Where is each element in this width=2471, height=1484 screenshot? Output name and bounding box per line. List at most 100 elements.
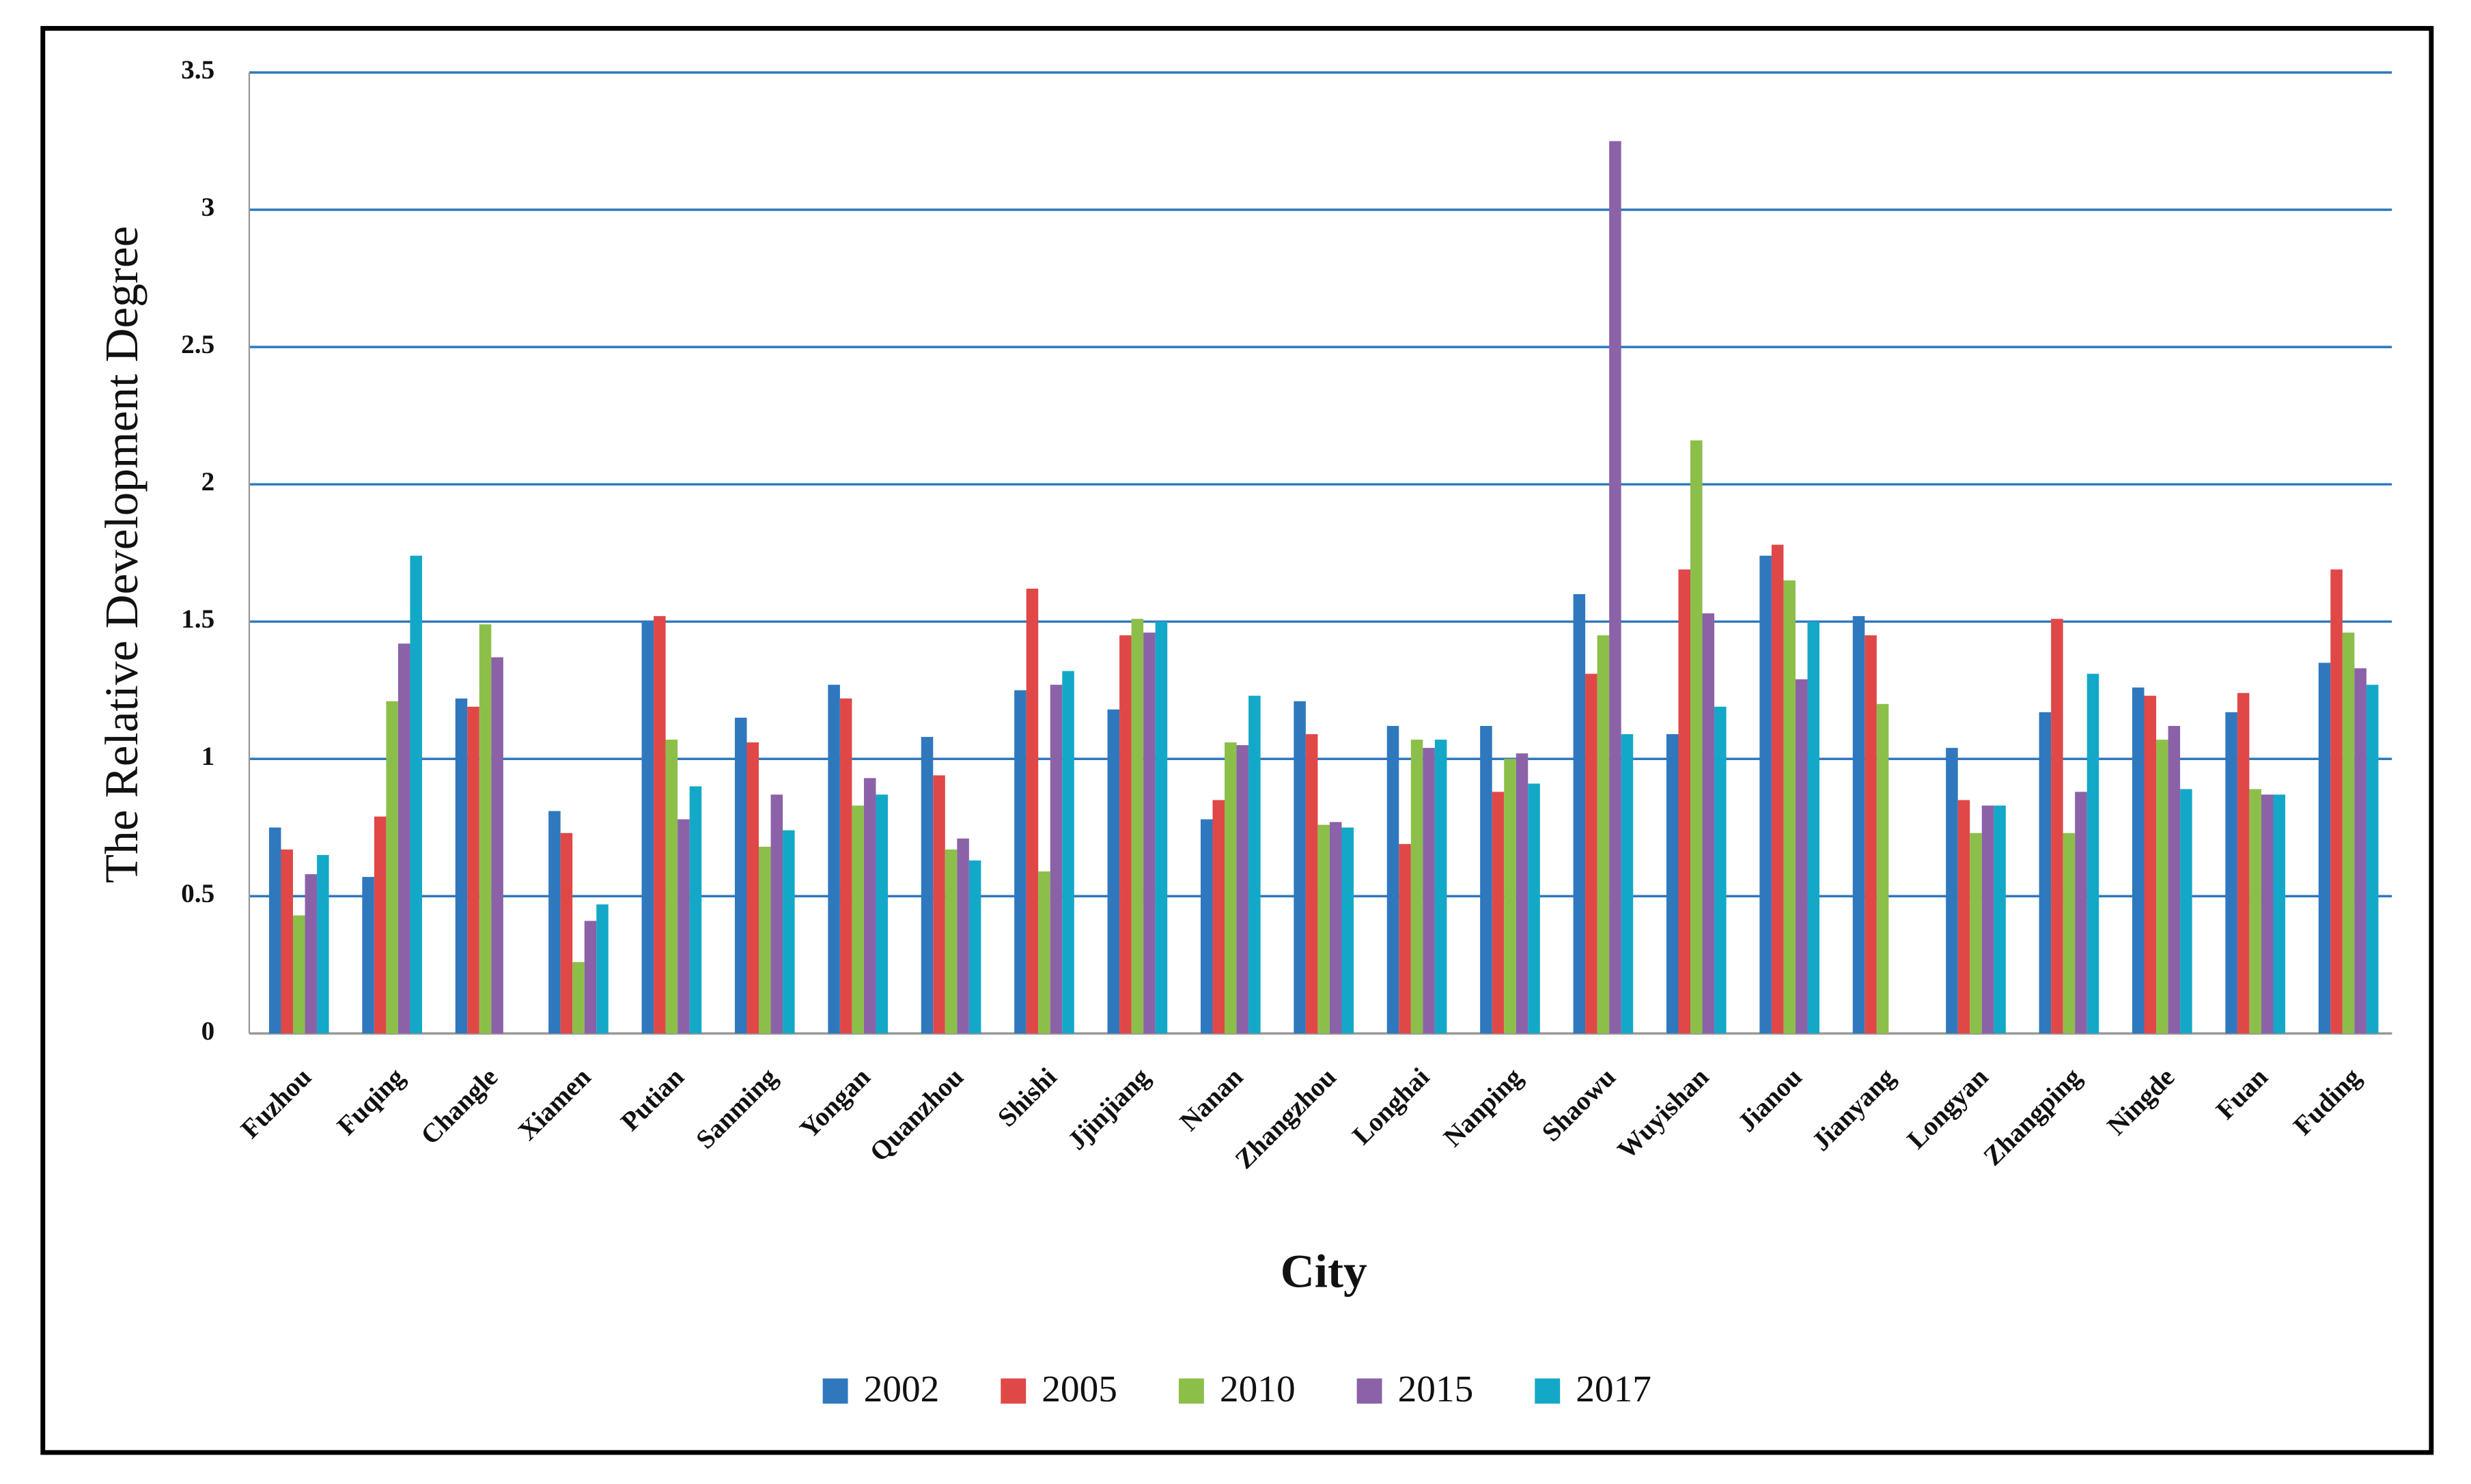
bar [2168, 725, 2181, 1034]
bar [1399, 843, 1411, 1034]
bar [2237, 692, 2250, 1034]
bar [678, 819, 690, 1034]
bar [1386, 725, 1399, 1034]
bar [1200, 819, 1213, 1034]
bar [2366, 684, 2379, 1034]
bar [2086, 673, 2099, 1034]
bar [560, 832, 573, 1034]
bar [1062, 671, 1074, 1034]
bar [2342, 632, 2355, 1034]
bar [734, 717, 747, 1034]
bar [1981, 805, 1994, 1034]
bar [1528, 783, 1540, 1034]
bar [1143, 632, 1156, 1034]
legend-swatch [1535, 1378, 1561, 1404]
bar [1759, 555, 1772, 1034]
bar [2318, 662, 2331, 1034]
bar [828, 684, 840, 1034]
bar [2051, 619, 2063, 1034]
bar [467, 706, 479, 1034]
bar [1026, 588, 1039, 1034]
bar [2249, 789, 2261, 1034]
bar [1492, 792, 1505, 1034]
bar [292, 915, 305, 1034]
frame [40, 26, 2434, 1455]
bar [1876, 703, 1889, 1034]
bar [2273, 794, 2286, 1034]
bar [876, 794, 889, 1034]
bar [2063, 832, 2076, 1034]
bar [1609, 141, 1621, 1034]
legend-swatch [1356, 1378, 1382, 1404]
bar [1423, 748, 1435, 1034]
bar [1410, 740, 1423, 1034]
y-tick-label: 2.5 [181, 330, 214, 359]
bar [1014, 690, 1027, 1034]
legend-label: 2005 [1042, 1368, 1117, 1410]
bar [770, 794, 783, 1034]
bar [1666, 734, 1679, 1034]
bar [863, 778, 876, 1034]
y-axis-title: The Relative Development Degree [95, 226, 148, 883]
bar [1621, 734, 1634, 1034]
bar [1516, 753, 1528, 1034]
bar [1329, 822, 1342, 1034]
bar [491, 657, 503, 1034]
bar [746, 742, 759, 1034]
bar [1504, 759, 1516, 1034]
bar [1248, 695, 1261, 1034]
bar [2132, 687, 2145, 1034]
bar [374, 816, 387, 1034]
bar [1155, 621, 1168, 1034]
y-tick-label: 0.5 [181, 879, 214, 908]
bar [1795, 679, 1808, 1034]
bar [1771, 544, 1784, 1034]
y-tick-label: 1 [201, 742, 215, 771]
bar [1585, 673, 1597, 1034]
bar [596, 904, 609, 1034]
legend-swatch [1001, 1378, 1027, 1404]
bar [689, 786, 702, 1034]
legend-swatch [822, 1378, 848, 1404]
legend-label: 2002 [864, 1368, 940, 1410]
bar [2180, 789, 2192, 1034]
bar [1946, 748, 1958, 1034]
bar [641, 621, 654, 1034]
bar [1434, 740, 1447, 1034]
bar [839, 698, 852, 1034]
bar [305, 874, 318, 1034]
bar [1807, 621, 1820, 1034]
bar [968, 860, 981, 1034]
x-axis-title: City [1281, 1244, 1367, 1297]
bar [1702, 613, 1715, 1034]
bar [1783, 580, 1796, 1034]
bar [410, 555, 422, 1034]
bar [548, 811, 561, 1034]
bar [362, 877, 374, 1034]
legend-label: 2015 [1398, 1368, 1474, 1410]
bar [1107, 709, 1120, 1034]
bar [1714, 706, 1727, 1034]
bar [1852, 616, 1865, 1034]
bar [1597, 635, 1610, 1034]
bar [921, 737, 934, 1034]
bar [1957, 800, 1970, 1034]
bar [1573, 593, 1586, 1034]
bar [1690, 440, 1703, 1034]
bar [945, 849, 958, 1034]
bar [852, 805, 864, 1034]
bar [1341, 827, 1354, 1034]
bar [572, 962, 585, 1034]
legend-label: 2017 [1576, 1368, 1651, 1410]
bar [1236, 745, 1249, 1034]
bar [1970, 832, 1982, 1034]
bar [2039, 712, 2052, 1034]
bar [1480, 725, 1492, 1034]
bar [2225, 712, 2237, 1034]
bar [2354, 668, 2367, 1034]
bar [783, 830, 795, 1034]
bar [933, 775, 945, 1034]
y-tick-label: 3.5 [181, 55, 214, 85]
